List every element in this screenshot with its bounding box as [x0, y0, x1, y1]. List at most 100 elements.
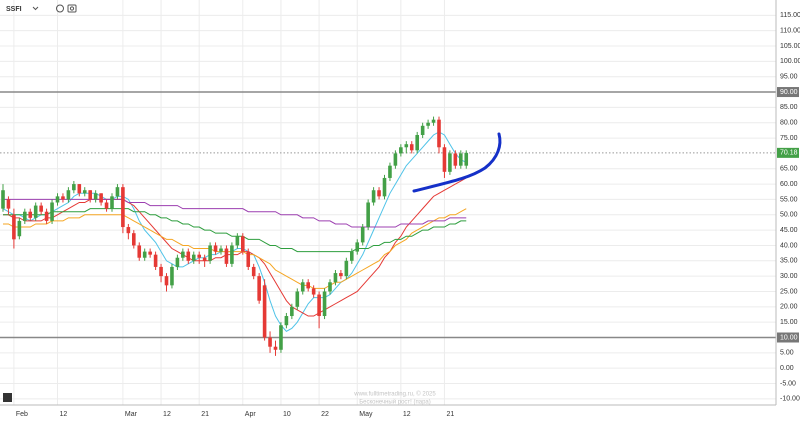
candle-body — [442, 147, 447, 172]
candle-body — [333, 273, 338, 283]
candle-body — [300, 282, 305, 292]
y-tick-label: 30.00 — [780, 273, 798, 280]
candle-body — [72, 184, 76, 191]
candle-body — [251, 266, 256, 277]
x-tick-label: 21 — [201, 411, 209, 418]
candle-body — [224, 248, 229, 264]
candle-body — [159, 266, 163, 277]
candle-body — [377, 190, 381, 197]
candle-body — [268, 337, 272, 347]
candle-body — [33, 205, 38, 218]
x-tick-label: 21 — [446, 411, 454, 418]
y-tick-label: 0.00 — [780, 365, 794, 372]
tool-icon[interactable] — [3, 393, 12, 402]
candle-body — [339, 273, 343, 277]
candle-body — [235, 236, 240, 246]
candle-body — [306, 282, 310, 289]
y-tick-label: 55.00 — [780, 196, 798, 203]
candle-body — [12, 214, 16, 240]
candle-body — [459, 153, 463, 166]
candle-body — [284, 316, 289, 326]
candle-body — [355, 242, 360, 252]
candle-body — [197, 254, 201, 258]
candle-body — [23, 211, 27, 221]
candle-body — [88, 190, 92, 200]
candle-body — [322, 291, 327, 317]
level-label-box — [777, 87, 799, 98]
candle-body — [142, 251, 147, 258]
candle-body — [132, 233, 136, 246]
y-tick-label: 5.00 — [780, 350, 794, 357]
hand-drawn-curve — [412, 132, 502, 193]
y-tick-label: -5.00 — [780, 380, 796, 387]
level-label: 90.00 — [780, 89, 798, 96]
y-tick-label: 100.00 — [780, 58, 800, 65]
candle-body — [17, 220, 22, 237]
y-tick-label: 105.00 — [780, 43, 800, 50]
candle-body — [371, 190, 376, 203]
candle-body — [246, 251, 251, 267]
candle-body — [366, 202, 370, 228]
candle-body — [110, 196, 114, 209]
candle-body — [453, 153, 458, 166]
candle-body — [426, 122, 430, 126]
candle-body — [415, 135, 419, 151]
candle-body — [61, 196, 65, 200]
y-tick-label: 35.00 — [780, 258, 798, 265]
level-label: 10.00 — [780, 334, 798, 341]
y-tick-label: 115.00 — [780, 12, 800, 19]
candle-body — [328, 282, 332, 292]
candle-body — [137, 245, 142, 258]
level-label-box — [777, 332, 799, 343]
x-tick-label: 10 — [283, 411, 291, 418]
candle-body — [66, 190, 71, 200]
x-tick-label: 12 — [60, 411, 68, 418]
y-tick-label: 65.00 — [780, 166, 798, 173]
moving-average — [3, 198, 467, 228]
candle-body — [93, 193, 98, 200]
candle-body — [464, 152, 469, 166]
candle-body — [279, 325, 283, 350]
y-tick-label: -10.00 — [780, 396, 800, 403]
candle-body — [295, 291, 300, 307]
candle-body — [181, 251, 185, 258]
y-tick-label: 95.00 — [780, 74, 798, 81]
y-tick-label: 50.00 — [780, 212, 798, 219]
candle-body — [6, 199, 11, 209]
x-tick-label: 22 — [321, 411, 329, 418]
y-tick-label: 80.00 — [780, 120, 798, 127]
candle-body — [404, 144, 409, 148]
candle-body — [99, 193, 103, 203]
y-tick-label: 45.00 — [780, 227, 798, 234]
x-tick-label: May — [359, 411, 373, 418]
camera-icon[interactable] — [67, 4, 77, 13]
candle-body — [164, 276, 169, 286]
camera-lens — [69, 6, 75, 11]
candle-body — [273, 346, 278, 350]
candle-body — [437, 119, 441, 148]
moving-average — [3, 208, 467, 289]
candle-body — [262, 285, 267, 338]
candle-body — [191, 254, 196, 261]
candle-body — [186, 251, 191, 261]
x-tick-label: 12 — [403, 411, 411, 418]
candle-body — [360, 227, 365, 243]
y-tick-label: 15.00 — [780, 319, 798, 326]
y-tick-label: 25.00 — [780, 288, 798, 295]
candle-body — [82, 190, 87, 194]
candle-body — [55, 196, 60, 203]
candle-body — [115, 187, 120, 197]
candle-body — [344, 260, 349, 277]
dropdown-icon[interactable] — [32, 6, 39, 11]
x-tick-label: 12 — [163, 411, 171, 418]
x-tick-label: Feb — [16, 411, 28, 418]
y-tick-label: 75.00 — [780, 135, 798, 142]
ticker[interactable]: SSFI — [6, 6, 22, 13]
candle-body — [399, 147, 403, 154]
y-tick-label: 40.00 — [780, 242, 798, 249]
info-icon[interactable] — [56, 4, 64, 13]
candle-body — [44, 211, 49, 221]
candle-body — [1, 190, 5, 209]
